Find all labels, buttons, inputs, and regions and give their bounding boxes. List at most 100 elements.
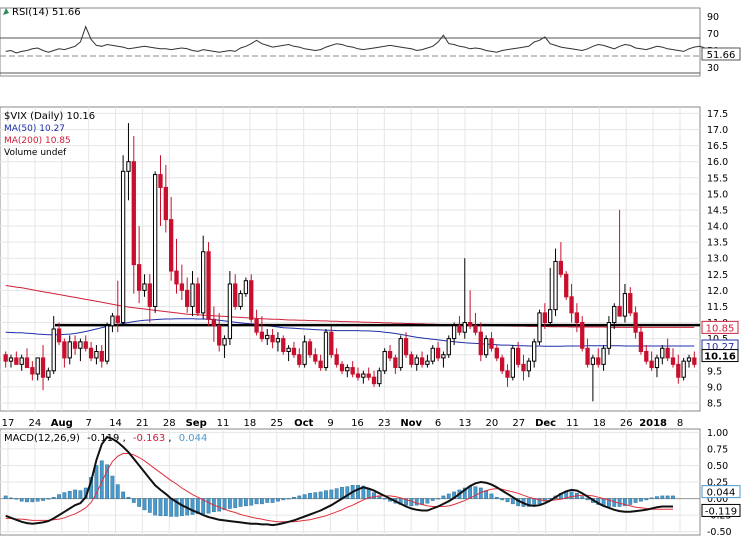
- candle: [126, 123, 131, 201]
- price-tick-label: 14.0: [707, 222, 728, 233]
- candle: [457, 316, 462, 336]
- macd-histogram-bar: [430, 498, 435, 501]
- candle: [30, 361, 35, 381]
- date-label: 14: [109, 418, 122, 429]
- candle: [339, 361, 345, 375]
- candle-body: [574, 312, 580, 324]
- macd-histogram-bar: [131, 498, 136, 503]
- macd-histogram-bar: [665, 495, 670, 499]
- macd-histogram-bar: [14, 498, 19, 500]
- macd-histogram-bar: [233, 498, 238, 509]
- price-grid: [0, 107, 700, 411]
- macd-histogram-bar: [110, 475, 115, 499]
- candle-body: [313, 354, 318, 362]
- candle-body: [499, 357, 505, 372]
- macd-histogram-bar: [505, 498, 510, 503]
- macd-histogram-bar: [270, 498, 275, 503]
- candle: [537, 309, 542, 346]
- macd-histogram-bar: [414, 498, 419, 506]
- candle-body: [558, 260, 564, 275]
- macd-histogram-bar: [195, 498, 200, 515]
- rsi-tick-label: 70: [707, 29, 719, 40]
- macd-y-axis: 1.000.750.500.250.00-0.25-0.50: [707, 428, 732, 538]
- macd-histogram-bar: [644, 498, 649, 501]
- candle: [425, 354, 430, 368]
- macd-histogram-bar: [190, 498, 195, 515]
- candle: [152, 171, 158, 313]
- macd-histogram-bar: [607, 498, 611, 507]
- candle: [393, 354, 398, 375]
- candle: [569, 283, 574, 323]
- date-label: 27: [512, 418, 525, 429]
- macd-histogram-bar: [302, 494, 307, 499]
- candle-body: [681, 360, 686, 378]
- legend-ma200: MA(200) 10.85: [4, 136, 71, 146]
- candle: [329, 325, 334, 358]
- candle-body: [307, 341, 313, 356]
- macd-histogram-bar: [41, 498, 45, 501]
- candle-body: [494, 347, 499, 359]
- macd-hist-current-label: 0.044: [707, 488, 736, 499]
- candle-body: [553, 260, 558, 311]
- macd-line: [5, 435, 673, 527]
- rsi-panel-frame: [0, 7, 701, 77]
- candle-body: [419, 357, 425, 365]
- candle-body: [174, 270, 179, 285]
- price-tick-label: 8.5: [707, 398, 722, 409]
- macd-histogram-bar: [179, 498, 184, 517]
- legend-volume: Volume undef: [4, 148, 67, 158]
- candle: [419, 351, 425, 368]
- candle-body: [185, 289, 190, 307]
- candle: [291, 341, 297, 358]
- legend-vix: $VIX (Daily) 10.16: [4, 111, 95, 122]
- date-label: 2018: [639, 418, 667, 429]
- macd-histogram-bar: [473, 486, 478, 499]
- price-tick-label: 14.5: [707, 205, 728, 216]
- candle: [94, 345, 99, 365]
- candle: [649, 351, 654, 371]
- candle-body: [451, 325, 457, 340]
- candle: [35, 357, 40, 381]
- date-label: 16: [351, 418, 364, 429]
- candle-body: [350, 367, 355, 375]
- macd-histogram-bar: [334, 488, 339, 499]
- ma200-current-label-box: [701, 320, 739, 334]
- macd-histogram-bar: [62, 492, 67, 499]
- macd-histogram-bar: [441, 495, 446, 499]
- candle: [676, 354, 681, 384]
- macd-histogram-bar: [324, 490, 328, 499]
- candle: [158, 155, 163, 227]
- macd-tick-label: 0.00: [707, 494, 728, 505]
- candle: [104, 322, 110, 365]
- ma200-current-label: 10.85: [706, 323, 735, 334]
- candle: [275, 332, 281, 352]
- macd-histogram-bar: [585, 498, 590, 501]
- candle-body: [249, 280, 254, 320]
- candle: [382, 348, 387, 375]
- candle-body: [542, 312, 548, 324]
- macd-histogram-bar: [425, 498, 430, 504]
- candle: [548, 267, 553, 326]
- candle: [489, 332, 494, 352]
- candle-body: [323, 331, 329, 369]
- candle-body: [676, 363, 681, 378]
- date-label: 11: [566, 418, 579, 429]
- price-series: [5, 285, 700, 347]
- macd-histogram-bar: [484, 490, 489, 499]
- macd-histogram-bar: [94, 465, 99, 499]
- date-label: 26: [620, 418, 633, 429]
- macd-histogram-bar: [265, 498, 270, 503]
- candle: [286, 345, 291, 362]
- macd-histogram-bar: [660, 495, 665, 499]
- candle: [72, 335, 78, 355]
- macd-histogram-bar: [313, 492, 318, 499]
- macd-histogram-bar: [35, 498, 40, 502]
- candle-body: [131, 161, 136, 266]
- candle: [110, 312, 115, 333]
- macd-histogram-bar: [633, 498, 638, 503]
- candles: [3, 123, 697, 402]
- candle: [670, 348, 676, 368]
- candle: [62, 338, 67, 368]
- candle-body: [510, 347, 515, 378]
- candle-body: [596, 357, 601, 365]
